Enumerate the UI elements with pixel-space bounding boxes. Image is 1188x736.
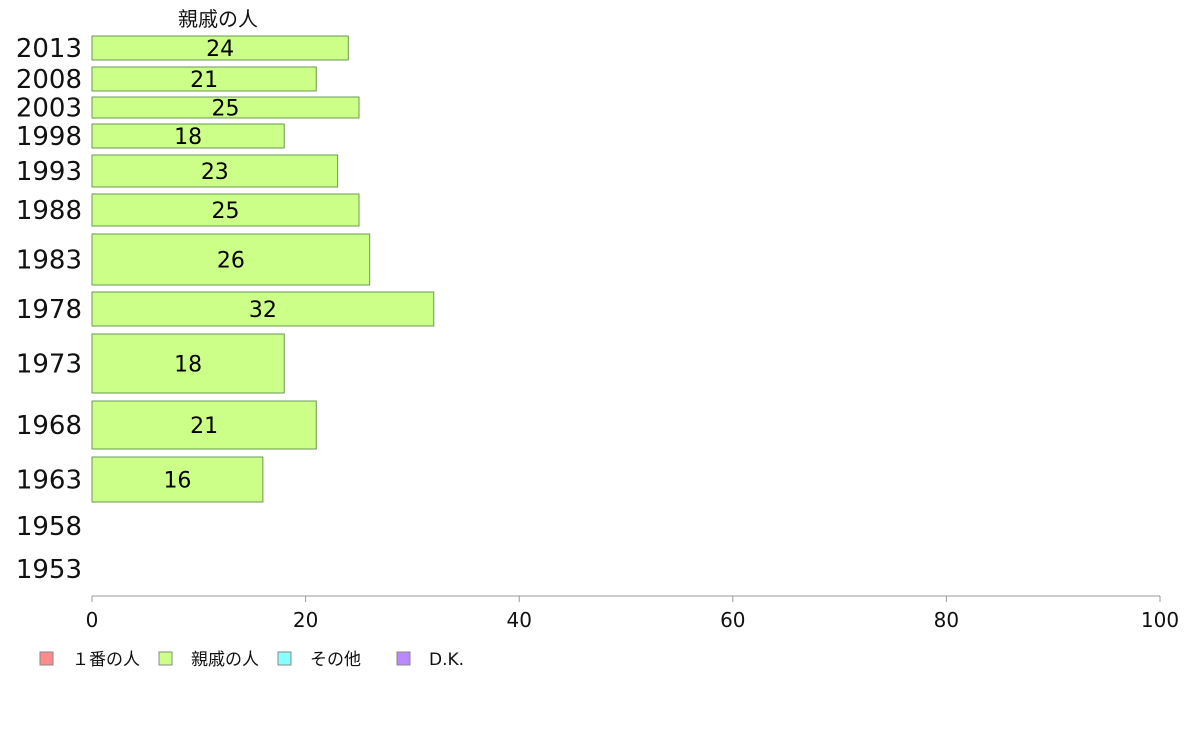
bar <box>91 66 317 92</box>
bar <box>91 193 360 227</box>
x-tick-label: 0 <box>86 608 99 632</box>
year-label: 1963 <box>16 466 82 496</box>
bar <box>91 233 371 286</box>
year-label: 1993 <box>16 157 82 187</box>
bar <box>91 333 285 394</box>
bar <box>91 123 285 149</box>
year-label: 2013 <box>16 34 82 64</box>
year-label: 1998 <box>16 122 82 152</box>
bar-value-label: 16 <box>163 469 191 494</box>
bar-value-label: 18 <box>174 353 202 378</box>
year-label: 1968 <box>16 411 82 441</box>
legend-label: D.K. <box>429 650 464 670</box>
year-label: 1958 <box>16 512 82 542</box>
legend-label: その他 <box>310 650 361 670</box>
bar-value-label: 23 <box>201 160 229 185</box>
legend-swatch <box>158 651 173 666</box>
legend-label: １番の人 <box>72 650 140 670</box>
x-axis: 0 20 40 60 80 100 <box>86 595 1179 632</box>
bar <box>91 400 317 450</box>
legend: １番の人 親戚の人 その他 D.K. <box>39 650 464 670</box>
x-tick-label: 80 <box>934 608 959 632</box>
bar-value-label: 32 <box>249 298 277 323</box>
bar <box>91 291 435 327</box>
legend-swatch <box>277 651 292 666</box>
bar-value-label: 24 <box>206 37 234 62</box>
x-tick-label: 40 <box>506 608 531 632</box>
bar <box>91 96 360 119</box>
year-label: 2008 <box>16 65 82 95</box>
series-header: 親戚の人 <box>178 7 258 31</box>
bar-value-label: 25 <box>212 199 240 224</box>
bar-value-label: 26 <box>217 249 245 274</box>
legend-swatch <box>39 651 54 666</box>
legend-swatch <box>396 651 411 666</box>
bar-value-label: 21 <box>190 414 218 439</box>
year-label: 1983 <box>16 246 82 276</box>
bar <box>91 456 264 503</box>
bar-value-label: 21 <box>190 68 218 93</box>
year-label: 1988 <box>16 196 82 226</box>
year-label: 1973 <box>16 350 82 380</box>
x-tick-label: 60 <box>720 608 745 632</box>
bar-value-label: 18 <box>174 125 202 150</box>
year-label: 1978 <box>16 295 82 325</box>
x-tick-label: 100 <box>1141 608 1179 632</box>
year-label: 2003 <box>16 94 82 124</box>
x-tick-label: 20 <box>293 608 318 632</box>
year-label: 1953 <box>16 555 82 585</box>
bar <box>91 35 349 61</box>
bar <box>91 154 339 188</box>
bar-value-label: 25 <box>212 97 240 122</box>
legend-label: 親戚の人 <box>191 650 259 670</box>
